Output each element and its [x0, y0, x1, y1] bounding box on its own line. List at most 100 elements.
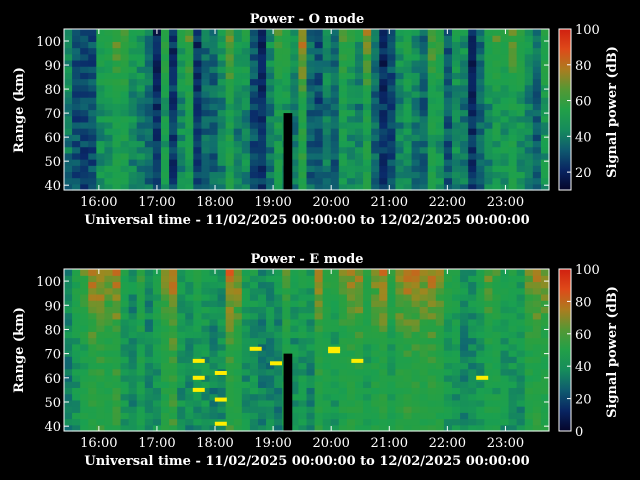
heatmap-cell	[266, 399, 275, 407]
heatmap-cell	[193, 159, 203, 166]
heatmap-cell	[435, 418, 445, 426]
heatmap-cell	[169, 72, 178, 80]
heatmap-cell	[524, 368, 534, 376]
heatmap-cell	[72, 183, 81, 191]
heatmap-cell	[64, 312, 73, 320]
heatmap-cell	[314, 171, 324, 179]
heatmap-cell	[161, 109, 170, 117]
heatmap-cell	[306, 128, 316, 135]
heatmap-cell	[282, 90, 291, 98]
heatmap-cell	[403, 78, 413, 86]
heatmap-cell	[249, 84, 259, 92]
heatmap-cell	[80, 59, 89, 67]
heatmap-cell	[136, 312, 146, 320]
heatmap-cell	[330, 103, 340, 111]
heatmap-cell	[193, 177, 203, 185]
heatmap-cell	[152, 78, 162, 86]
heatmap-cell	[468, 72, 477, 80]
heatmap-cell	[540, 103, 550, 111]
heatmap-cell	[540, 374, 550, 382]
heatmap-cell	[80, 381, 89, 388]
heatmap-cell	[306, 325, 316, 332]
heatmap-cell	[274, 66, 283, 73]
heatmap-cell	[88, 281, 97, 289]
heatmap-cell	[338, 128, 348, 135]
heatmap-cell	[484, 300, 494, 307]
heatmap-cell	[452, 374, 461, 382]
heatmap-cell	[136, 29, 146, 36]
heatmap-cell	[233, 287, 243, 295]
heatmap-cell	[468, 318, 477, 326]
heatmap-cell	[500, 424, 510, 432]
heatmap-cell	[452, 152, 461, 160]
heatmap-cell	[274, 59, 283, 67]
heatmap-cell	[112, 183, 122, 191]
heatmap-cell	[387, 412, 397, 420]
heatmap-cell	[112, 424, 122, 432]
heatmap-cell	[500, 90, 510, 98]
heatmap-cell	[516, 399, 526, 407]
heatmap-cell	[532, 183, 542, 191]
heatmap-cell	[249, 418, 259, 426]
heatmap-cell	[355, 368, 364, 376]
heatmap-cell	[452, 312, 461, 320]
heatmap-cell	[193, 41, 203, 49]
heatmap-cell	[338, 287, 348, 295]
heatmap-cell	[266, 368, 275, 376]
heatmap-cell	[500, 281, 510, 289]
heatmap-cell	[96, 312, 106, 320]
heatmap-cell	[258, 318, 267, 326]
heatmap-cell	[476, 406, 485, 413]
heatmap-cell	[128, 90, 138, 98]
heatmap-cell	[524, 424, 534, 432]
heatmap-cell	[524, 177, 534, 185]
heatmap-cell	[363, 275, 372, 283]
heatmap-cell	[508, 177, 518, 185]
heatmap-cell	[266, 374, 275, 382]
heatmap-cell	[338, 350, 348, 357]
heatmap-cell	[330, 275, 340, 283]
heatmap-cell	[136, 72, 146, 80]
heatmap-cell	[144, 312, 154, 320]
heatmap-cell	[379, 418, 388, 426]
heatmap-cell	[452, 412, 461, 420]
heatmap-cell	[492, 41, 502, 49]
heatmap-cell	[241, 177, 251, 185]
heatmap-cell	[128, 337, 138, 345]
heatmap-cell	[298, 59, 308, 67]
heatmap-cell	[249, 41, 259, 49]
heatmap-cell	[468, 418, 477, 426]
heatmap-cell	[193, 29, 203, 36]
heatmap-cell	[460, 362, 469, 370]
heatmap-cell	[468, 381, 477, 388]
heatmap-cell	[411, 165, 421, 173]
heatmap-cell	[355, 171, 364, 179]
heatmap-cell	[476, 90, 485, 98]
heatmap-cell	[80, 53, 89, 61]
heatmap-cell	[120, 381, 130, 388]
heatmap-cell	[435, 140, 445, 148]
heatmap-cell	[161, 399, 170, 407]
heatmap-cell	[120, 356, 130, 364]
heatmap-cell	[379, 331, 388, 339]
heatmap-cell	[524, 399, 534, 407]
heatmap-cell	[185, 177, 194, 185]
heatmap-cell	[225, 53, 235, 61]
heatmap-cell	[136, 115, 146, 123]
heatmap-cell	[516, 78, 526, 86]
heatmap-cell	[484, 90, 494, 98]
heatmap-cell	[225, 140, 235, 148]
heatmap-cell	[201, 343, 211, 351]
heatmap-cell	[104, 97, 114, 104]
heatmap-cell	[516, 281, 526, 289]
heatmap-cell	[508, 159, 518, 166]
heatmap-cell	[298, 78, 308, 86]
heatmap-cell	[136, 424, 146, 432]
heatmap-cell	[500, 412, 510, 420]
heatmap-cell	[290, 103, 300, 111]
heatmap-cell	[185, 306, 194, 314]
heatmap-cell	[419, 183, 429, 191]
heatmap-cell	[532, 41, 542, 49]
heatmap-cell	[322, 165, 332, 173]
heatmap-cell	[452, 393, 461, 401]
